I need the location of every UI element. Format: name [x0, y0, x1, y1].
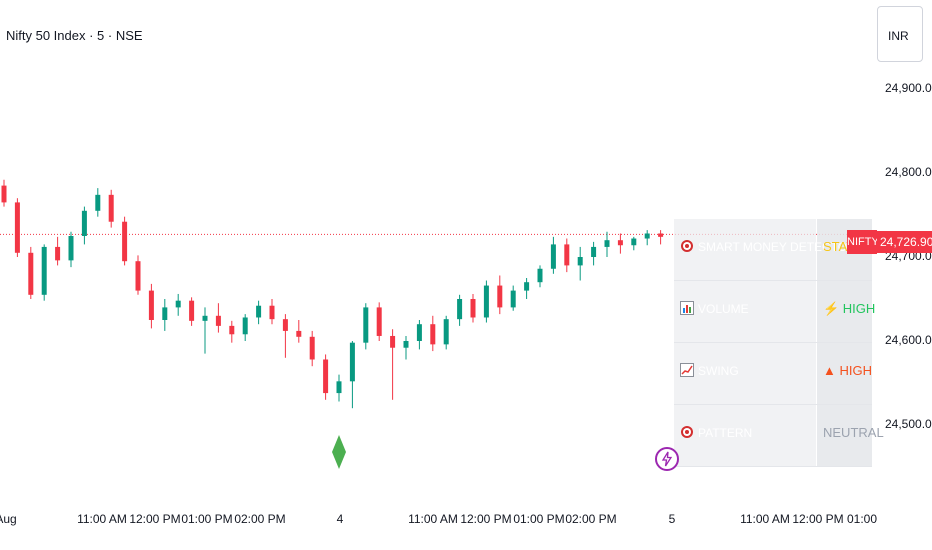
- panel-row-pattern: PATTERN NEUTRAL: [674, 405, 884, 467]
- candle-down[interactable]: [323, 359, 329, 394]
- candle-up[interactable]: [81, 210, 87, 236]
- panel-row-header: SMART MONEY DETECTOR STATUS: [674, 219, 872, 281]
- candle-down[interactable]: [617, 240, 623, 246]
- trend-chart-icon: [680, 363, 694, 377]
- price-tick: 24,800.00: [885, 165, 932, 179]
- smart-money-panel: SMART MONEY DETECTOR STATUS VOLUME ⚡ HIG…: [674, 219, 884, 470]
- candle-up[interactable]: [416, 324, 422, 341]
- candle-up[interactable]: [95, 194, 101, 211]
- panel-value: ⚡ HIGH: [823, 301, 876, 316]
- panel-cell-label: [674, 405, 816, 466]
- candle-up[interactable]: [524, 282, 530, 291]
- time-tick: 12:00 PM: [460, 512, 512, 526]
- candle-up[interactable]: [403, 341, 409, 348]
- candle-up[interactable]: [577, 257, 583, 266]
- candle-down[interactable]: [122, 221, 128, 262]
- symbol-title[interactable]: Nifty 50 Index · 5 · NSE: [6, 28, 143, 43]
- time-tick: 02:00 PM: [565, 512, 617, 526]
- candle-up[interactable]: [202, 315, 208, 321]
- candle-up[interactable]: [443, 319, 449, 345]
- panel-value: ▲ HIGH: [823, 363, 872, 378]
- candle-down[interactable]: [497, 285, 503, 308]
- panel-row-swing: SWING ▲ HIGH: [674, 343, 872, 405]
- bolt-signal-icon[interactable]: [655, 447, 679, 471]
- candle-up[interactable]: [363, 307, 369, 343]
- candle-down[interactable]: [189, 300, 195, 321]
- panel-cell-label: [674, 219, 816, 280]
- time-tick: 11:00 AM: [77, 512, 127, 526]
- candle-up[interactable]: [591, 246, 597, 257]
- candle-down[interactable]: [430, 324, 436, 345]
- candle-up[interactable]: [242, 317, 248, 335]
- diamond-signal-marker[interactable]: [332, 435, 346, 469]
- candle-down[interactable]: [470, 299, 476, 318]
- time-tick: Aug: [0, 512, 17, 526]
- candle-down[interactable]: [28, 252, 34, 295]
- candle-down[interactable]: [14, 202, 20, 253]
- candle-up[interactable]: [162, 307, 168, 320]
- last-price-label: 24,726.90: [877, 231, 932, 253]
- candle-up[interactable]: [537, 268, 543, 283]
- candle-up[interactable]: [644, 233, 650, 239]
- panel-value: NEUTRAL: [823, 425, 884, 440]
- price-tick: 24,500.00: [885, 417, 932, 431]
- target-icon: [681, 426, 693, 438]
- time-tick: 02:00 PM: [234, 512, 286, 526]
- panel-label: SWING: [698, 364, 739, 378]
- candle-down[interactable]: [108, 194, 114, 222]
- price-tick: 24,600.00: [885, 333, 932, 347]
- candle-up[interactable]: [336, 381, 342, 394]
- panel-row-volume: VOLUME ⚡ HIGH: [674, 281, 876, 343]
- candlestick-chart[interactable]: [0, 0, 875, 505]
- time-tick: 01:00: [846, 512, 878, 526]
- candle-down[interactable]: [215, 315, 221, 326]
- panel-cell-label: [674, 343, 816, 404]
- candle-up[interactable]: [68, 236, 74, 261]
- candle-down[interactable]: [1, 185, 7, 203]
- candle-up[interactable]: [41, 246, 47, 295]
- time-tick: 12:00 PM: [129, 512, 181, 526]
- currency-selector[interactable]: INR: [877, 6, 923, 62]
- candle-down[interactable]: [390, 335, 396, 348]
- candle-up[interactable]: [457, 299, 463, 320]
- panel-cell-value: [817, 405, 872, 466]
- price-tick: 24,900.00: [885, 81, 932, 95]
- panel-cell-value: [817, 281, 872, 342]
- panel-cell-value: [817, 343, 872, 404]
- time-tick: 11:00 AM: [740, 512, 790, 526]
- time-tick: 4: [336, 512, 344, 526]
- time-tick: 12:00 PM: [792, 512, 844, 526]
- target-icon: [681, 240, 693, 252]
- candle-down[interactable]: [55, 246, 61, 261]
- candle-down[interactable]: [658, 233, 664, 237]
- time-tick: 01:00 PM: [513, 512, 565, 526]
- candle-down[interactable]: [282, 319, 288, 331]
- panel-label: SMART MONEY DETECTOR: [698, 240, 856, 254]
- candle-down[interactable]: [229, 325, 235, 335]
- candle-up[interactable]: [175, 300, 181, 308]
- lightning-icon: [661, 451, 673, 467]
- panel-label: VOLUME: [698, 302, 749, 316]
- time-tick: 5: [668, 512, 676, 526]
- candle-up[interactable]: [510, 290, 516, 308]
- candle-down[interactable]: [148, 290, 154, 320]
- panel-label: PATTERN: [698, 426, 753, 440]
- candle-down[interactable]: [376, 307, 382, 336]
- candle-up[interactable]: [604, 240, 610, 247]
- candle-up[interactable]: [349, 342, 355, 382]
- panel-cell-label: [674, 281, 816, 342]
- time-tick: 01:00 PM: [181, 512, 233, 526]
- candle-up[interactable]: [256, 305, 262, 318]
- candle-up[interactable]: [483, 285, 489, 318]
- candle-down[interactable]: [296, 330, 302, 337]
- candle-down[interactable]: [269, 305, 275, 320]
- candle-down[interactable]: [309, 336, 315, 360]
- candle-up[interactable]: [550, 244, 556, 269]
- candle-up[interactable]: [631, 238, 637, 246]
- bar-chart-icon: [680, 301, 694, 315]
- time-tick: 11:00 AM: [408, 512, 458, 526]
- symbol-tag: NIFTY: [847, 230, 879, 254]
- candle-down[interactable]: [564, 244, 570, 266]
- candle-down[interactable]: [135, 261, 141, 291]
